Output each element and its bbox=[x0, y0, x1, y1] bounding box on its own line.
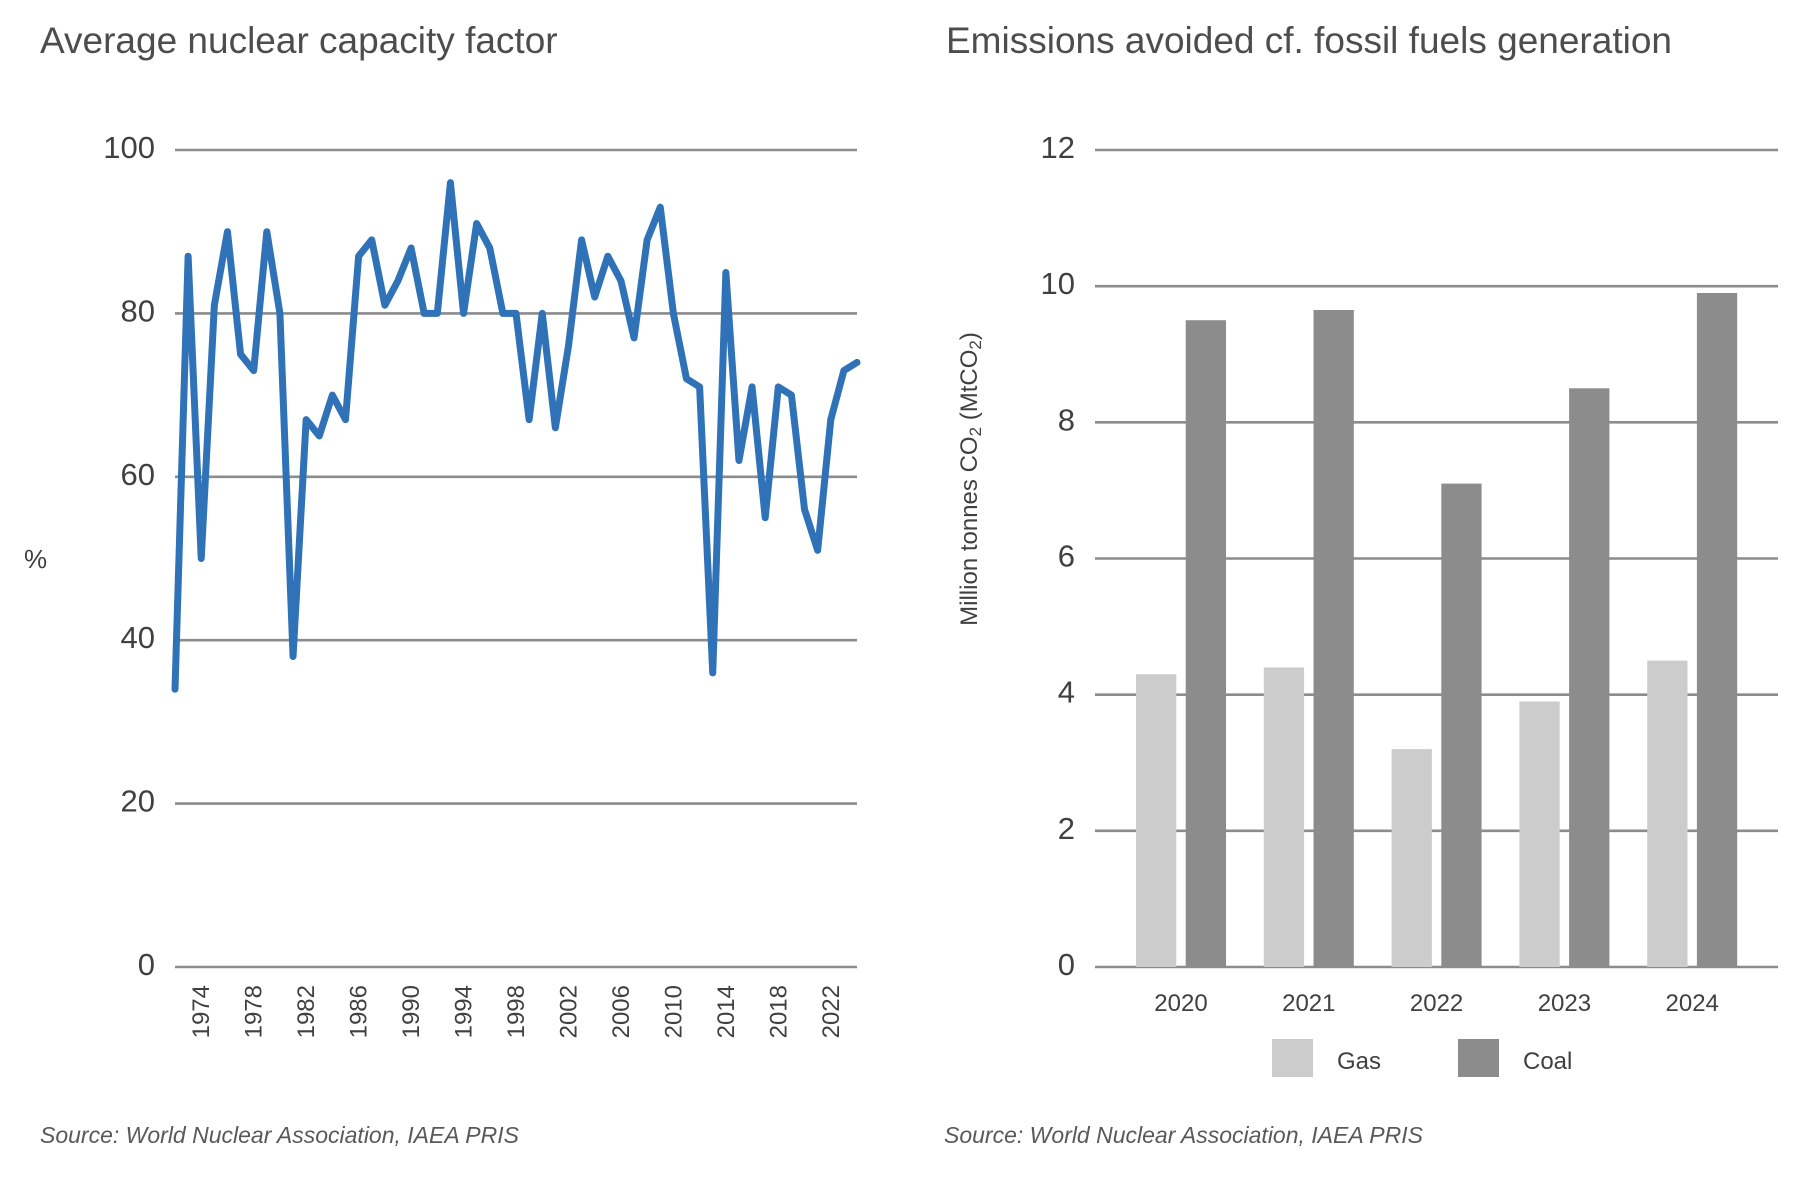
svg-text:2014: 2014 bbox=[713, 985, 740, 1038]
svg-text:1978: 1978 bbox=[241, 985, 268, 1038]
svg-text:Coal: Coal bbox=[1523, 1048, 1572, 1075]
svg-text:2018: 2018 bbox=[765, 985, 792, 1038]
svg-text:2002: 2002 bbox=[555, 985, 582, 1038]
svg-text:Gas: Gas bbox=[1337, 1048, 1381, 1075]
svg-text:2022: 2022 bbox=[1410, 990, 1463, 1017]
svg-text:100: 100 bbox=[103, 130, 155, 165]
svg-text:8: 8 bbox=[1058, 402, 1075, 437]
svg-text:12: 12 bbox=[1041, 130, 1075, 165]
svg-text:40: 40 bbox=[121, 620, 155, 655]
svg-text:0: 0 bbox=[1058, 947, 1075, 982]
svg-text:1986: 1986 bbox=[346, 985, 373, 1038]
svg-text:2010: 2010 bbox=[660, 985, 687, 1038]
svg-text:2024: 2024 bbox=[1666, 990, 1719, 1017]
svg-text:4: 4 bbox=[1058, 675, 1075, 710]
svg-text:10: 10 bbox=[1041, 266, 1075, 301]
svg-text:20: 20 bbox=[121, 784, 155, 819]
svg-text:60: 60 bbox=[121, 457, 155, 492]
svg-text:80: 80 bbox=[121, 293, 155, 328]
svg-text:2021: 2021 bbox=[1282, 990, 1335, 1017]
svg-text:1998: 1998 bbox=[503, 985, 530, 1038]
svg-text:2: 2 bbox=[1058, 811, 1075, 846]
svg-text:1982: 1982 bbox=[293, 985, 320, 1038]
svg-text:2006: 2006 bbox=[608, 985, 635, 1038]
svg-text:1990: 1990 bbox=[398, 985, 425, 1038]
svg-text:1994: 1994 bbox=[451, 985, 478, 1038]
svg-text:2020: 2020 bbox=[1154, 990, 1207, 1017]
svg-text:1974: 1974 bbox=[188, 985, 215, 1038]
svg-text:0: 0 bbox=[138, 947, 155, 982]
svg-text:6: 6 bbox=[1058, 539, 1075, 574]
svg-text:2023: 2023 bbox=[1538, 990, 1591, 1017]
svg-text:2022: 2022 bbox=[818, 985, 845, 1038]
